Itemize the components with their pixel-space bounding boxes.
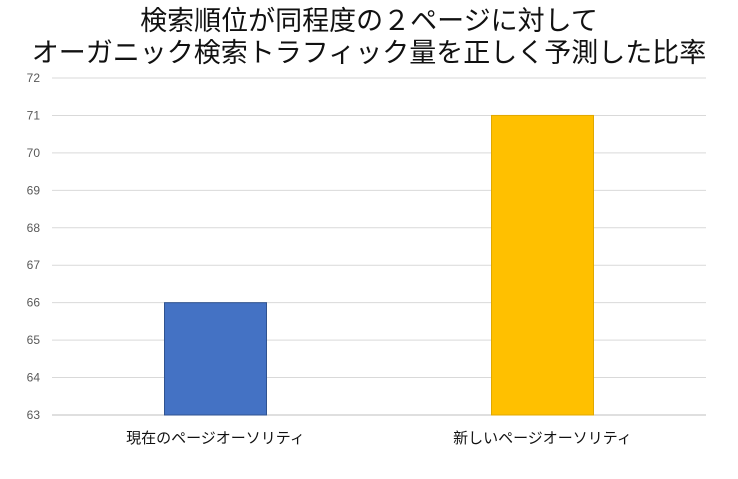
y-tick-label-66: 66 [27, 296, 41, 310]
bars [164, 114, 594, 416]
y-tick-label-63: 63 [27, 408, 41, 422]
y-tick-label-64: 64 [27, 371, 41, 385]
chart-title-line-2: オーガニック検索トラフィック量を正しく予測した比率 [31, 38, 707, 69]
x-axis-categories: 現在のページオーソリティ 新しいページオーソリティ [126, 429, 632, 447]
chart-title-line-1: 検索順位が同程度の２ページに対して [140, 6, 598, 37]
gridlines [52, 77, 706, 416]
x-category-label-1: 現在のページオーソリティ [126, 429, 305, 447]
y-tick-label-69: 69 [27, 183, 41, 197]
bar-2 [491, 114, 594, 416]
y-tick-label-72: 72 [27, 71, 41, 85]
y-tick-label-68: 68 [27, 221, 41, 235]
y-axis-ticks: 63 64 65 66 67 68 69 70 71 72 [27, 71, 41, 422]
y-tick-label-71: 71 [27, 108, 41, 122]
y-tick-label-65: 65 [27, 333, 41, 347]
x-category-label-2: 新しいページオーソリティ [453, 429, 632, 447]
bar-1 [164, 302, 267, 416]
y-tick-label-70: 70 [27, 146, 41, 160]
y-tick-label-67: 67 [27, 258, 41, 272]
